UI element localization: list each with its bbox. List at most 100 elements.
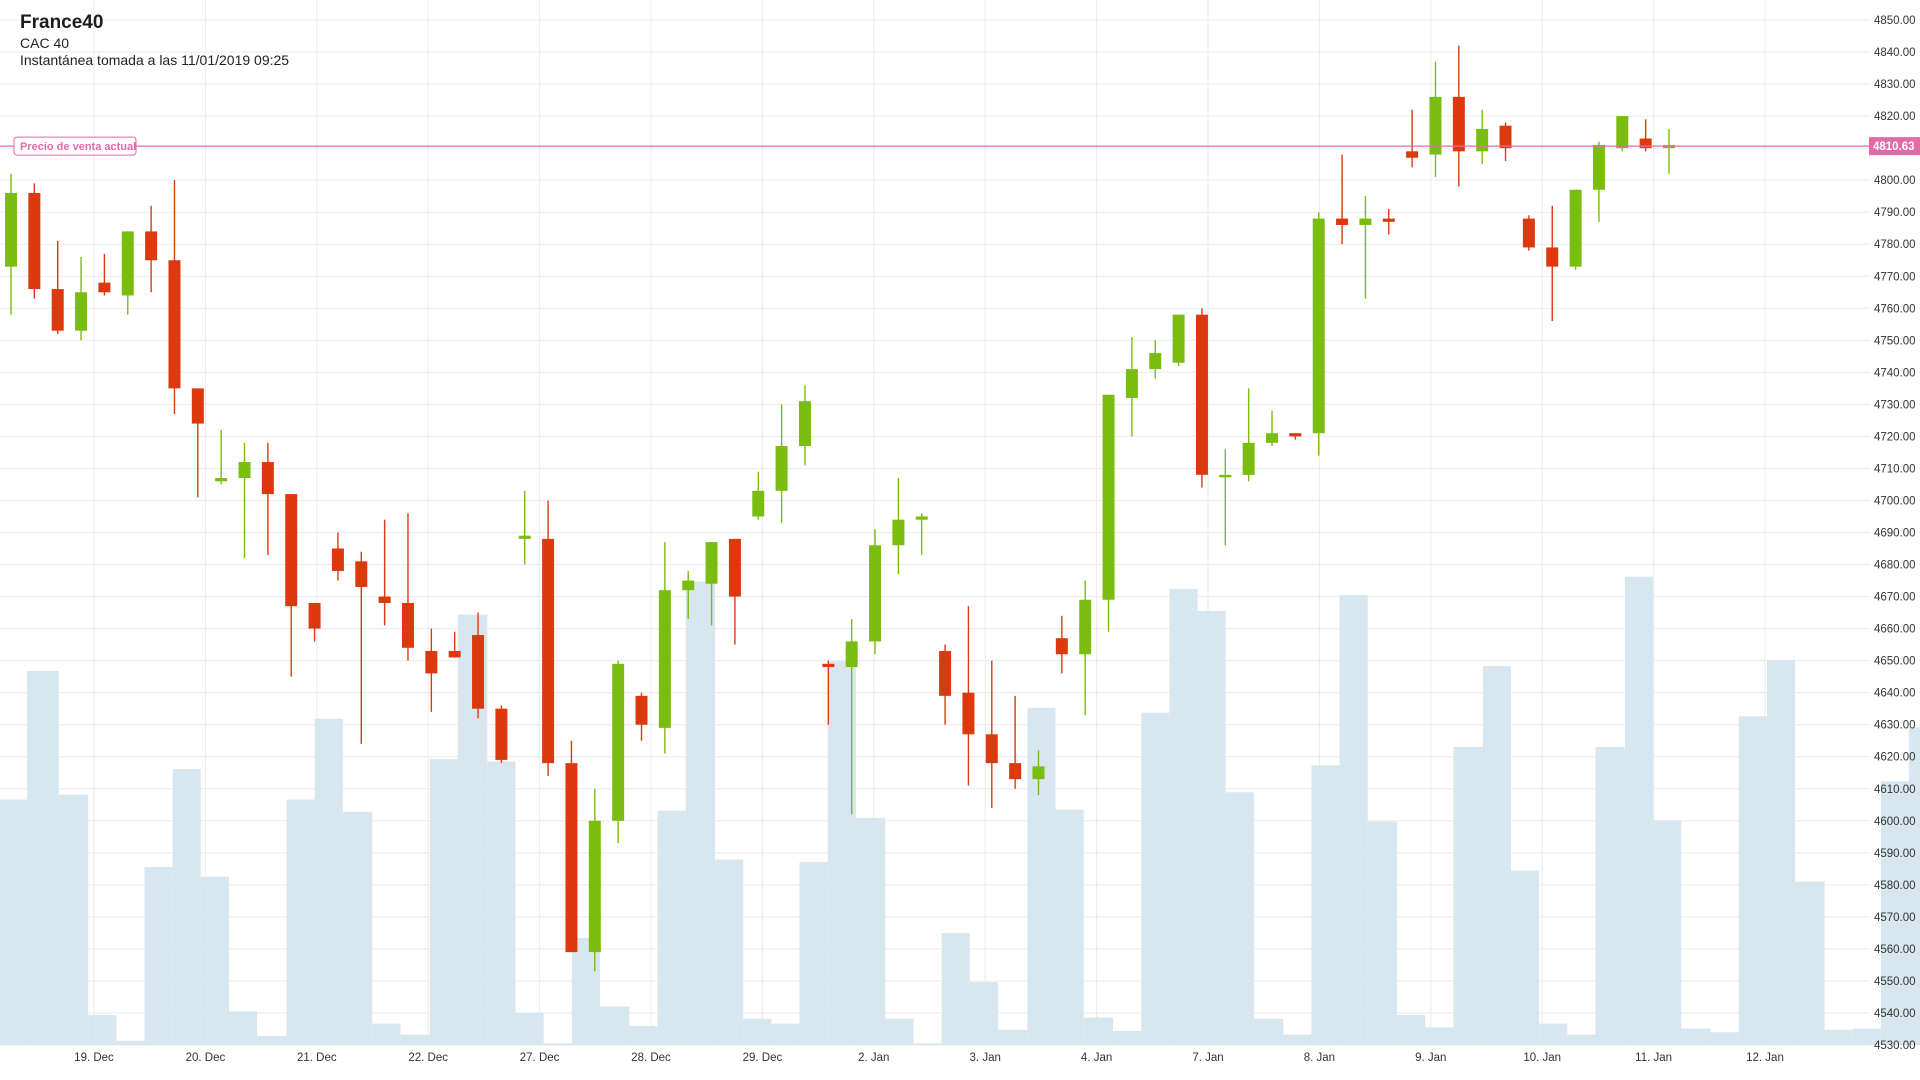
volume-bar: [629, 1026, 658, 1045]
candle: [1546, 205, 1559, 322]
y-tick-label: 4840.00: [1874, 47, 1916, 59]
candle-body: [355, 561, 368, 587]
volume-bar: [657, 810, 686, 1045]
candle: [1382, 208, 1395, 235]
candle-body: [1382, 218, 1395, 222]
candle: [1266, 410, 1279, 447]
candle: [1336, 154, 1349, 245]
x-tick-label: 4. Jan: [1081, 1052, 1112, 1064]
volume-bar: [342, 811, 373, 1045]
candle: [1663, 128, 1675, 174]
current-price-tag: 4810.63: [1869, 137, 1920, 156]
x-tick-label: 9. Jan: [1415, 1052, 1446, 1064]
y-tick-label: 4650.00: [1874, 656, 1916, 668]
volume-bar: [1766, 660, 1796, 1045]
x-tick-label: 7. Jan: [1192, 1052, 1223, 1064]
x-tick-label: 12. Jan: [1746, 1052, 1784, 1064]
candle: [238, 442, 251, 559]
candle: [1219, 449, 1232, 546]
volume-bar: [26, 671, 59, 1045]
volume-bar: [1681, 1028, 1711, 1045]
y-tick-label: 4530.00: [1874, 1040, 1916, 1052]
current-price-tag-box: [1869, 137, 1920, 156]
volume-bar: [1055, 809, 1084, 1045]
candle: [261, 442, 274, 555]
current-price-tag-text: 4810.63: [1873, 141, 1915, 153]
candle: [121, 231, 134, 315]
candle-body: [308, 602, 321, 629]
candle: [542, 500, 555, 776]
candle-body: [1312, 218, 1325, 434]
candle-body: [542, 538, 555, 764]
candle: [425, 628, 438, 712]
candle: [448, 631, 461, 658]
volume-bars: [0, 576, 1920, 1045]
candle-body: [1266, 433, 1279, 443]
volume-bar: [228, 1011, 258, 1045]
candle: [1102, 394, 1115, 632]
candle-body: [962, 692, 975, 735]
candle: [705, 542, 718, 626]
candle-body: [1359, 218, 1372, 225]
candle-body: [28, 192, 41, 290]
candle-body: [215, 478, 228, 482]
y-tick-label: 4850.00: [1874, 15, 1916, 27]
x-tick-label: 11. Jan: [1635, 1052, 1672, 1064]
candle: [1125, 337, 1138, 437]
volume-bar: [1567, 1034, 1596, 1045]
candle-body: [588, 820, 601, 953]
volume-bar: [1795, 881, 1825, 1045]
candle-body: [1476, 128, 1489, 152]
candle: [1312, 212, 1325, 456]
candle: [1149, 340, 1162, 379]
candles: [5, 45, 1675, 972]
y-tick-label: 4680.00: [1874, 560, 1916, 572]
candle-body: [1289, 433, 1302, 437]
y-tick-label: 4760.00: [1874, 303, 1916, 315]
candle-body: [1125, 369, 1138, 398]
x-tick-label: 8. Jan: [1304, 1052, 1335, 1064]
y-tick-label: 4700.00: [1874, 495, 1916, 507]
candle-body: [728, 538, 741, 597]
x-tick-label: 28. Dec: [631, 1052, 671, 1064]
candle: [168, 180, 181, 414]
candle: [845, 618, 858, 815]
candle-body: [331, 548, 344, 571]
volume-bar: [1824, 1029, 1853, 1045]
volume-bar: [58, 794, 89, 1045]
x-tick-label: 21. Dec: [297, 1052, 337, 1064]
candle: [5, 173, 17, 315]
candle-body: [985, 734, 998, 764]
candle: [378, 519, 391, 626]
volume-bar: [1908, 727, 1920, 1045]
volume-bar: [855, 817, 886, 1045]
candle-body: [168, 260, 181, 389]
current-price-label-box: [13, 136, 137, 156]
volume-bar: [715, 859, 744, 1045]
volume-bar: [400, 1034, 430, 1045]
candle: [472, 612, 485, 719]
y-tick-label: 4630.00: [1874, 720, 1916, 732]
candle: [1079, 580, 1092, 716]
y-tick-label: 4820.00: [1874, 111, 1916, 123]
candle: [331, 532, 344, 581]
candle-body: [1055, 638, 1068, 655]
current-price-label-text: Precio de venta actual: [20, 141, 136, 153]
candle-body: [51, 289, 64, 331]
volume-bar: [1283, 1034, 1312, 1045]
y-tick-label: 4580.00: [1874, 880, 1916, 892]
candle-body: [1406, 151, 1419, 158]
candle-body: [1546, 247, 1559, 267]
volume-bar: [1539, 1023, 1568, 1045]
candle: [1242, 388, 1255, 482]
volume-bar: [1225, 792, 1254, 1045]
y-tick-label: 4690.00: [1874, 528, 1916, 540]
volume-bar: [997, 1029, 1028, 1045]
candle: [401, 513, 414, 661]
y-tick-label: 4830.00: [1874, 79, 1916, 91]
candle-body: [238, 462, 251, 479]
candle-body: [658, 590, 671, 728]
candle-body: [798, 401, 811, 447]
